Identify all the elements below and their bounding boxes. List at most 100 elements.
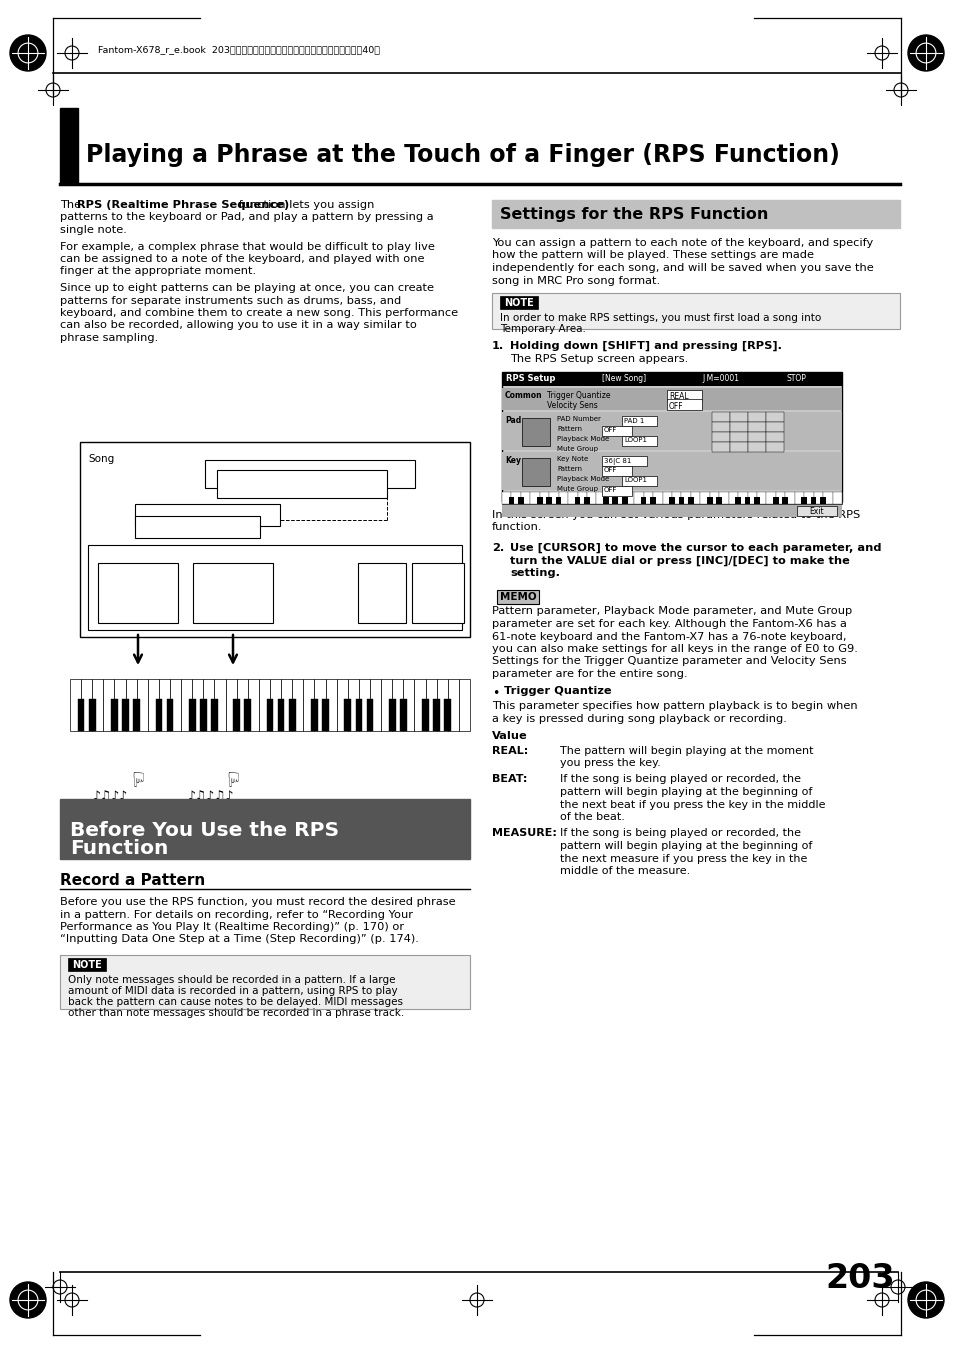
Circle shape [10, 1282, 46, 1319]
Bar [813, 492, 822, 504]
Bar [88, 544, 461, 630]
Bar [60, 108, 78, 182]
Bar [577, 492, 586, 504]
Bar [189, 698, 195, 731]
Text: Before you use the RPS function, you must record the desired phrase: Before you use the RPS function, you mus… [60, 897, 456, 907]
Text: how the pattern will be played. These settings are made: how the pattern will be played. These se… [492, 250, 813, 261]
Bar [225, 680, 236, 731]
Bar [380, 680, 392, 731]
Bar [281, 680, 292, 731]
Bar [765, 442, 783, 453]
Text: RPS (Realtime Phrase Sequence): RPS (Realtime Phrase Sequence) [77, 200, 289, 209]
Bar [612, 497, 618, 504]
Bar [126, 680, 136, 731]
Text: song in MRC Pro song format.: song in MRC Pro song format. [492, 276, 659, 285]
Text: Pattern: Pattern [360, 569, 391, 578]
Text: amount of MIDI data is recorded in a pattern, using RPS to play: amount of MIDI data is recorded in a pat… [68, 986, 397, 996]
Bar [517, 497, 523, 504]
Bar [801, 497, 806, 504]
Bar [303, 680, 314, 731]
Bar [412, 563, 463, 623]
Text: LOOP1: LOOP1 [623, 436, 646, 443]
Text: parameter are set for each key. Although the Fantom-X6 has a: parameter are set for each key. Although… [492, 619, 846, 630]
Text: Temporary Area.: Temporary Area. [499, 324, 585, 334]
Bar [521, 417, 550, 446]
Bar [650, 497, 656, 504]
Text: can be assigned to a note of the keyboard, and played with one: can be assigned to a note of the keyboar… [60, 254, 424, 263]
Bar [458, 680, 470, 731]
Bar [700, 492, 709, 504]
Text: Holding down [SHIFT] and pressing [RPS].: Holding down [SHIFT] and pressing [RPS]. [510, 340, 781, 351]
Bar [205, 459, 415, 488]
Bar [60, 798, 470, 859]
Text: ♪♫♪♪: ♪♫♪♪ [101, 605, 140, 619]
Bar [336, 680, 348, 731]
Bar [136, 680, 148, 731]
Bar [357, 563, 406, 623]
Text: Pattern: Pattern [415, 569, 445, 578]
Bar [181, 680, 192, 731]
Bar [668, 497, 674, 504]
Text: [New Song]: [New Song] [601, 374, 645, 382]
Bar [735, 497, 740, 504]
Text: ♪♫♪♫♪: ♪♫♪♫♪ [195, 605, 248, 619]
Text: Pattern: Pattern [557, 466, 581, 471]
Text: MEMO: MEMO [499, 592, 536, 601]
Text: PAD 1: PAD 1 [623, 417, 643, 424]
Bar [159, 680, 170, 731]
Bar [425, 680, 436, 731]
Bar [292, 680, 303, 731]
Bar [98, 563, 178, 623]
Bar [784, 492, 794, 504]
Bar [203, 680, 214, 731]
Bar [78, 698, 85, 731]
Bar [422, 698, 429, 731]
Bar [200, 698, 207, 731]
Text: pattern will begin playing at the beginning of: pattern will begin playing at the beginn… [559, 842, 812, 851]
Text: Playing a Phrase at the Touch of a Finger (RPS Function): Playing a Phrase at the Touch of a Finge… [86, 143, 839, 168]
Text: This parameter specifies how pattern playback is to begin when: This parameter specifies how pattern pla… [492, 701, 857, 711]
Text: 203: 203 [824, 1262, 894, 1296]
Bar [111, 698, 117, 731]
Text: keyboard, and combine them to create a new song. This performance: keyboard, and combine them to create a n… [60, 308, 457, 317]
Bar [499, 296, 537, 309]
Bar [765, 492, 775, 504]
Bar [444, 698, 451, 731]
Bar [311, 698, 317, 731]
Bar [803, 492, 813, 504]
Bar [348, 680, 358, 731]
Text: 99: 99 [360, 578, 371, 586]
Bar [601, 457, 646, 466]
Bar [314, 680, 325, 731]
Text: PAD Number: PAD Number [557, 416, 600, 422]
Text: patterns for separate instruments such as drums, bass, and: patterns for separate instruments such a… [60, 296, 401, 305]
Bar [325, 680, 336, 731]
Bar [832, 492, 841, 504]
Bar [666, 390, 701, 401]
Bar [583, 497, 589, 504]
Bar [719, 492, 728, 504]
Text: Pattern: Pattern [557, 426, 581, 432]
Text: Since up to eight patterns can be playing at once, you can create: Since up to eight patterns can be playin… [60, 282, 434, 293]
Bar [344, 698, 351, 731]
Bar [662, 492, 671, 504]
Bar [754, 497, 759, 504]
Text: Performance as You Play It (Realtime Recording)” (p. 170) or: Performance as You Play It (Realtime Rec… [60, 921, 404, 932]
Bar [757, 492, 765, 504]
Bar [80, 442, 470, 638]
Text: Phrase track 2: Phrase track 2 [139, 508, 204, 517]
Text: The RPS Setup screen appears.: The RPS Setup screen appears. [510, 354, 687, 363]
Bar [511, 492, 520, 504]
Bar [68, 958, 106, 971]
Text: Trigger Quantize: Trigger Quantize [546, 390, 610, 400]
Bar [501, 492, 511, 504]
Bar [135, 516, 260, 538]
Bar [666, 399, 701, 409]
Bar [70, 680, 81, 731]
Bar [711, 432, 729, 442]
Bar [497, 589, 538, 604]
Bar [772, 497, 778, 504]
Text: pattern will begin playing at the beginning of: pattern will begin playing at the beginn… [559, 788, 812, 797]
Bar [501, 453, 841, 490]
Bar [521, 458, 550, 486]
